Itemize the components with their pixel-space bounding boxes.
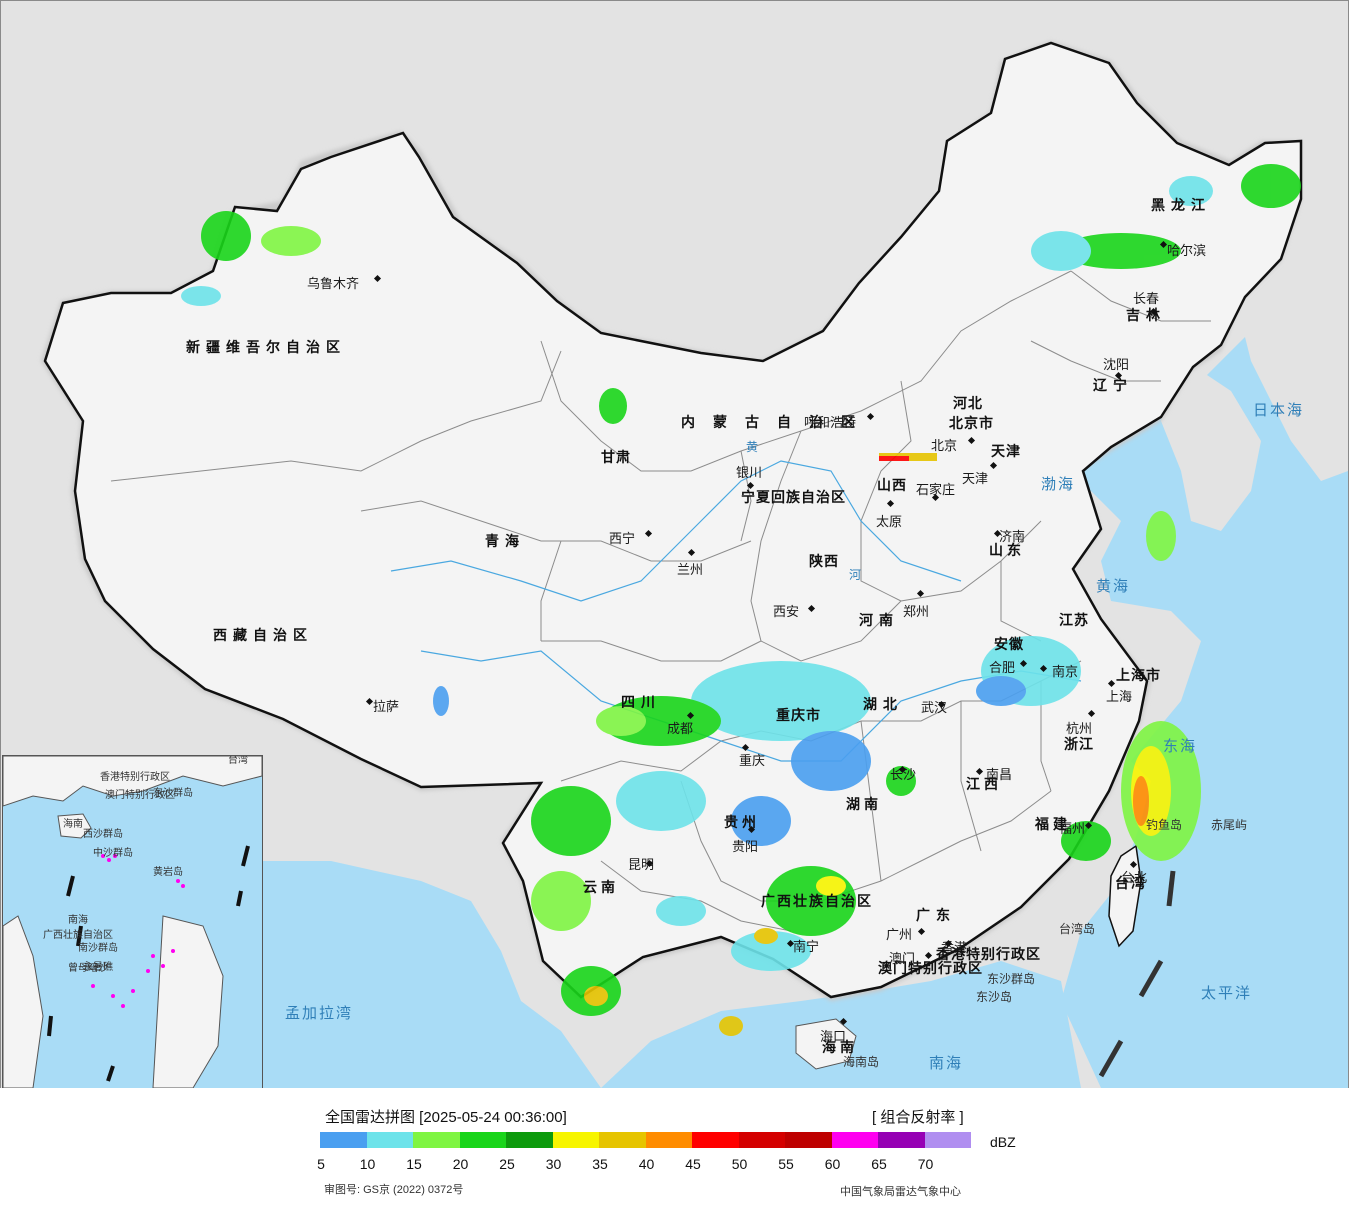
legend-swatch (599, 1132, 646, 1148)
rivers (390, 460, 1082, 762)
legend-tick-label: 55 (778, 1156, 794, 1172)
legend-swatch (413, 1132, 460, 1148)
legend-tick-label: 45 (685, 1156, 701, 1172)
inset-label: 黄岩岛 (153, 867, 183, 878)
legend-swatch (831, 1132, 878, 1148)
legend-swatch (692, 1132, 739, 1148)
legend-swatch (320, 1132, 367, 1148)
korea-land (1161, 371, 1261, 531)
inset-map (3, 756, 262, 1088)
legend-color-bar (320, 1132, 971, 1148)
inset-label: 香港特别行政区 (100, 772, 170, 783)
legend-unit: dBZ (990, 1134, 1016, 1150)
inset-label: 西沙群岛 (83, 829, 123, 840)
legend-title: 全国雷达拼图 [2025-05-24 00:36:00] (325, 1109, 567, 1126)
inset-label: 中沙群岛 (93, 848, 133, 859)
south-china-sea-inset: 香港特别行政区澳门特别行政区 台湾东沙群岛海南 西沙群岛中沙群岛黄岩岛南海南沙群岛曾… (2, 755, 263, 1088)
radar-echoes (181, 164, 1301, 1036)
legend-tick-label: 60 (824, 1156, 841, 1172)
hainan-island (795, 1018, 857, 1070)
taiwan-island (1108, 844, 1142, 948)
legend-tick-label: 70 (917, 1156, 934, 1172)
legend-tick-label: 15 (406, 1156, 422, 1172)
inset-label: 南海 (68, 915, 88, 926)
legend-swatch (878, 1132, 925, 1148)
legend-swatch (645, 1132, 692, 1148)
china-map (41, 1, 1348, 1088)
japan-land (1241, 231, 1348, 481)
legend-swatch (459, 1132, 506, 1148)
inset-label: 曾母暗沙 (68, 963, 108, 974)
legend-tick-label: 35 (592, 1156, 608, 1172)
inset-label: 澳门特别行政区 (105, 790, 175, 801)
map-approval-number: 审图号: GS京 (2022) 0372号 (324, 1184, 464, 1196)
legend-tick-label: 25 (499, 1156, 515, 1172)
inset-label: 广西壮族自治区 (43, 930, 113, 941)
map-frame: 新疆维吾尔自治区 西藏自治区 青海 甘肃 内蒙古自治区 黑龙江 吉林 辽宁 河北 山西 山东 陕西 河南… (0, 0, 1349, 1089)
inset-label: 海南 (63, 819, 83, 830)
legend-swatch (924, 1132, 971, 1148)
legend-swatch (785, 1132, 832, 1148)
source-credit: 中国气象局雷达气象中心 (840, 1186, 961, 1198)
inset-label: 永暑礁 (83, 962, 113, 973)
maritime-boundary (1098, 870, 1176, 1078)
inset-label: 南沙群岛 (78, 943, 118, 954)
sea-bengal (261, 861, 601, 1088)
legend-tick-label: 30 (545, 1156, 562, 1172)
legend-tick-label: 10 (359, 1156, 376, 1172)
legend-tick-label: 50 (731, 1156, 748, 1172)
china-land (43, 41, 1303, 999)
legend-swatch (738, 1132, 785, 1148)
legend-tick-label: 20 (452, 1156, 469, 1172)
legend-swatch (366, 1132, 413, 1148)
inset-label: 台湾 (228, 755, 248, 766)
sea-east (1021, 1, 1348, 1088)
legend-swatch (506, 1132, 553, 1148)
legend-swatch (552, 1132, 599, 1148)
legend-tick-label: 5 (317, 1156, 325, 1172)
inset-label: 东沙群岛 (153, 788, 193, 799)
legend-tick-label: 40 (638, 1156, 655, 1172)
legend-tick-label: 65 (871, 1156, 887, 1172)
legend-product-label: [ 组合反射率 ] (872, 1109, 964, 1126)
legend-panel (0, 1088, 1349, 1208)
